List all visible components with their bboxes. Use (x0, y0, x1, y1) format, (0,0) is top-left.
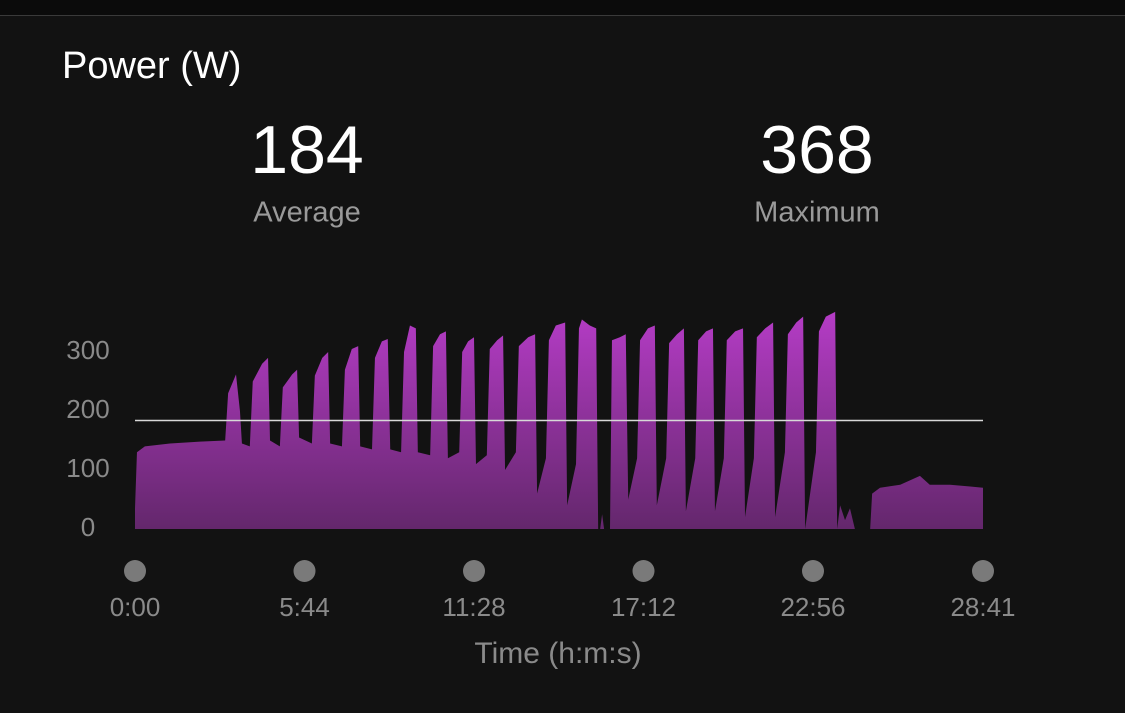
stat-value: 184 (250, 112, 363, 188)
chart-title: Power (W) (62, 45, 241, 87)
y-tick-label: 200 (66, 394, 109, 424)
stat-label: Maximum (754, 197, 880, 229)
stat-label: Average (253, 197, 361, 229)
x-tick-label: 5:44 (279, 592, 330, 622)
x-tick-dot (124, 560, 146, 582)
top-bar (0, 0, 1125, 15)
x-tick-label: 17:12 (611, 592, 676, 622)
stat-value: 368 (760, 112, 873, 188)
y-tick-label: 0 (81, 512, 95, 542)
y-tick-label: 100 (66, 453, 109, 483)
x-axis-label: Time (h:m:s) (474, 637, 641, 670)
x-tick-label: 0:00 (110, 592, 161, 622)
x-tick-label: 22:56 (780, 592, 845, 622)
x-tick-dot (463, 560, 486, 582)
x-tick-dot (632, 560, 655, 582)
x-tick-dot (972, 560, 994, 582)
x-tick-dot (802, 560, 825, 582)
y-tick-label: 300 (66, 335, 109, 365)
x-tick-label: 11:28 (442, 592, 505, 622)
x-tick-label: 28:41 (950, 592, 1015, 622)
x-tick-dot (293, 560, 316, 582)
